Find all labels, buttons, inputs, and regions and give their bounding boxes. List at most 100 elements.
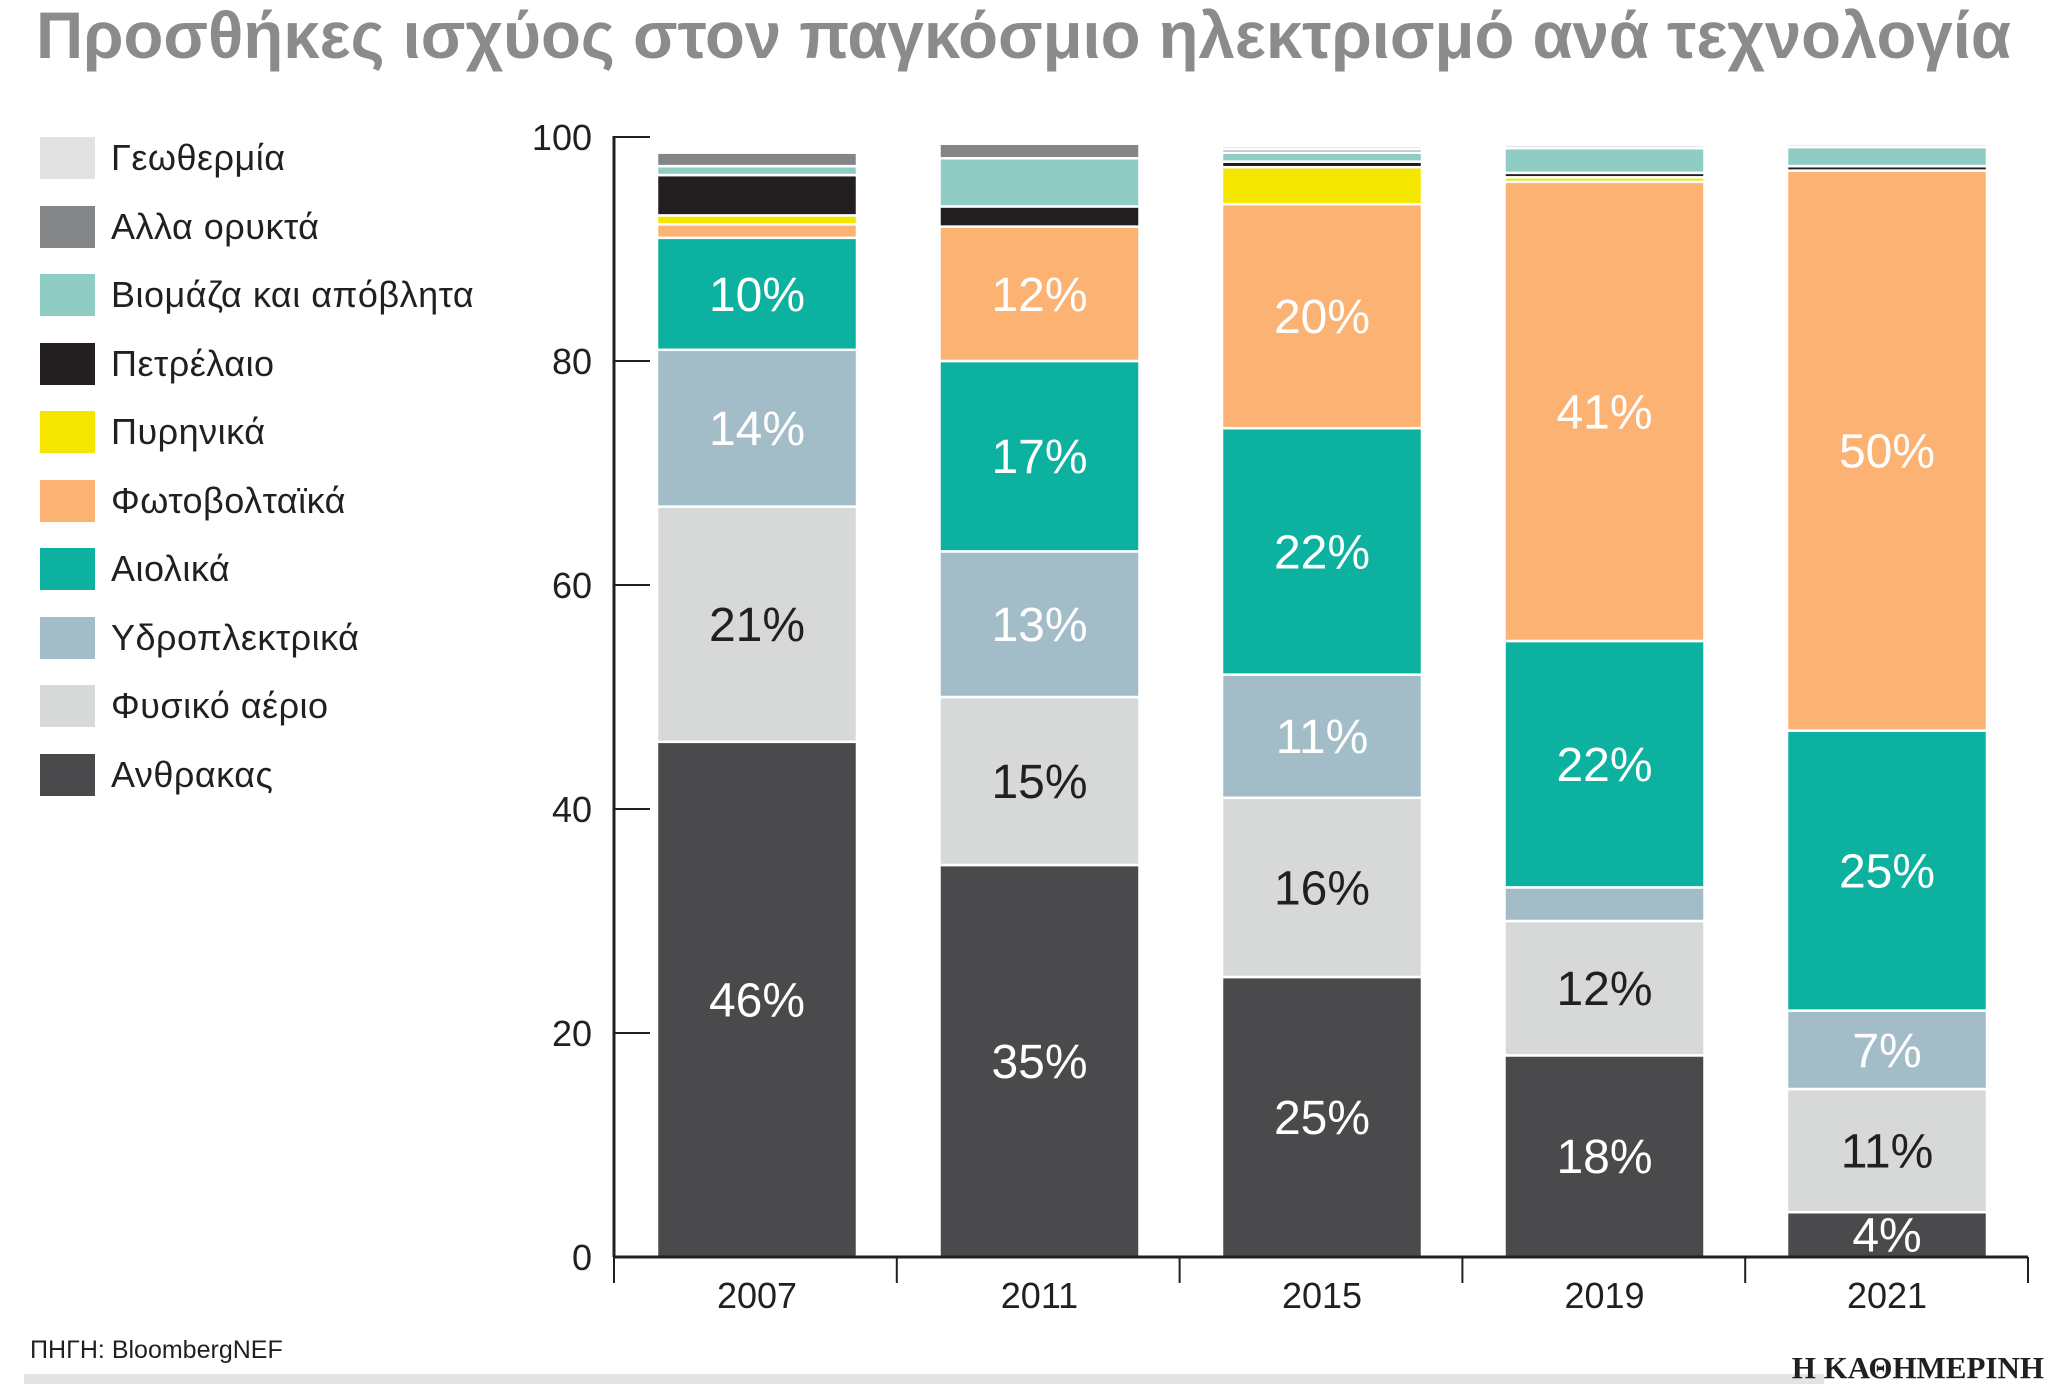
bar-2007: 46% 21% 14% 10%	[655, 151, 859, 1259]
legend-swatch	[40, 342, 95, 385]
segment-2021-3	[1785, 729, 1989, 1012]
legend-swatch	[40, 616, 95, 659]
segment-2007-4	[655, 223, 859, 240]
segment-2007-7	[655, 164, 859, 177]
data-label: 41%	[1556, 386, 1652, 439]
legend-label: Βιομάζα και απόβλητα	[111, 274, 475, 315]
segment-2015-1	[1220, 796, 1424, 979]
x-tick-label: 2007	[717, 1275, 797, 1316]
segment-2007-5	[655, 214, 859, 226]
legend-swatch	[40, 411, 95, 453]
legend-swatch	[40, 274, 95, 316]
data-label: 12%	[991, 269, 1087, 322]
legend-item: Υδροπλεκτρικά	[40, 616, 360, 659]
data-label: 21%	[709, 599, 805, 652]
data-label: 15%	[991, 756, 1087, 809]
segment-2007-1	[655, 505, 859, 744]
segment-2007-0	[655, 740, 859, 1259]
y-tick-label: 0	[572, 1237, 592, 1278]
bar-2019: 18% 12% 22% 41%	[1503, 143, 1706, 1259]
legend-item: Αλλα ορυκτά	[40, 205, 320, 248]
segment-2011-6	[938, 205, 1141, 228]
segment-2007-2	[655, 348, 859, 508]
data-label: 12%	[1556, 963, 1652, 1016]
data-label: 14%	[709, 403, 805, 456]
y-tick-label: 60	[552, 565, 592, 606]
segment-2021-1	[1785, 1087, 1989, 1214]
bar-2021: 4% 11% 7% 25% 50%	[1785, 142, 1989, 1263]
segment-2019-0	[1503, 1054, 1706, 1259]
segment-2015-0	[1220, 975, 1424, 1259]
legend-swatch	[40, 685, 95, 727]
legend-swatch	[40, 548, 95, 590]
segment-2019-9	[1503, 143, 1706, 150]
y-tick-label: 80	[552, 341, 592, 382]
legend-item: Πετρέλαιο	[40, 342, 275, 385]
data-label: 16%	[1274, 862, 1370, 915]
segment-2015-4	[1220, 202, 1424, 430]
segment-2011-1	[938, 695, 1141, 867]
bar-2011: 35% 15% 13% 17% 12%	[938, 142, 1141, 1259]
data-label: 11%	[1276, 711, 1369, 764]
legend-label: Φωτοβολταϊκά	[111, 479, 346, 521]
legend-item: Βιομάζα και απόβλητα	[40, 274, 474, 316]
segment-2019-7	[1503, 146, 1706, 175]
segment-2011-7	[938, 157, 1141, 208]
segment-2021-7	[1785, 145, 1989, 168]
data-label: 17%	[991, 431, 1087, 484]
segment-2015-3	[1220, 426, 1424, 676]
y-tick-label: 20	[552, 1013, 592, 1054]
legend-label: Ανθρακας	[111, 753, 274, 795]
legend-item: Φυσικό αέριο	[40, 685, 329, 727]
chart-title: Προσθήκες ισχύος στον παγκόσμιο ηλεκτρισ…	[36, 0, 2011, 72]
segment-2011-2	[938, 550, 1141, 699]
segment-2007-6	[655, 173, 859, 217]
source-note: ΠΗΓΗ: BloombergNEF	[30, 1336, 283, 1364]
x-tick-label: 2021	[1847, 1275, 1927, 1316]
publisher-logo: Η ΚΑΘΗΜΕΡΙΝΗ	[1791, 1350, 2044, 1385]
segment-2019-3	[1503, 639, 1706, 889]
y-tick-label: 100	[532, 117, 592, 158]
x-tick-label: 2015	[1282, 1275, 1362, 1316]
legend-item: Ανθρακας	[40, 753, 274, 796]
data-label: 22%	[1274, 526, 1370, 579]
axes: 2007 2011 2015 2019 2021 0 20 40 60 80 100	[532, 117, 2029, 1316]
segment-2019-2	[1503, 886, 1706, 923]
data-label: 7%	[1852, 1025, 1921, 1078]
y-tick-label: 40	[552, 789, 592, 830]
data-label: 4%	[1852, 1210, 1921, 1263]
legend-label: Γεωθερμία	[111, 137, 286, 178]
data-label: 50%	[1839, 426, 1935, 479]
bars: 46%21%14%10%35%15%13%17%12%25%16%11%22%2…	[655, 142, 1989, 1263]
data-label: 11%	[1841, 1126, 1934, 1179]
segment-2015-2	[1220, 673, 1424, 800]
legend-item: Γεωθερμία	[40, 137, 286, 179]
data-label: 18%	[1556, 1131, 1652, 1184]
data-label: 35%	[991, 1036, 1087, 1089]
segment-2011-0	[938, 863, 1141, 1259]
legend-label: Αιολικά	[111, 548, 231, 589]
segment-2015-5	[1220, 165, 1424, 206]
segment-2015-7	[1220, 151, 1424, 163]
segment-2015-9	[1220, 144, 1424, 151]
bar-2015: 25% 16% 11% 22% 20%	[1220, 144, 1424, 1259]
x-tick-label: 2011	[1001, 1275, 1078, 1316]
data-label: 20%	[1274, 291, 1370, 344]
legend-item: Πυρηνικά	[40, 411, 266, 453]
legend-item: Φωτοβολταϊκά	[40, 479, 346, 522]
footer-divider	[24, 1374, 1824, 1384]
segment-2021-9	[1785, 142, 1989, 149]
data-label: 22%	[1556, 739, 1652, 792]
data-label: 10%	[709, 269, 805, 322]
legend-swatch	[40, 479, 95, 522]
legend-label: Φυσικό αέριο	[111, 685, 329, 726]
segment-2011-3	[938, 359, 1141, 553]
data-label: 13%	[991, 599, 1087, 652]
legend-swatch	[40, 205, 95, 248]
legend-label: Αλλα ορυκτά	[111, 205, 320, 247]
legend-swatch	[40, 753, 95, 796]
x-tick-label: 2019	[1564, 1275, 1644, 1316]
legend-swatch	[40, 137, 95, 179]
segment-2011-8	[938, 142, 1141, 160]
